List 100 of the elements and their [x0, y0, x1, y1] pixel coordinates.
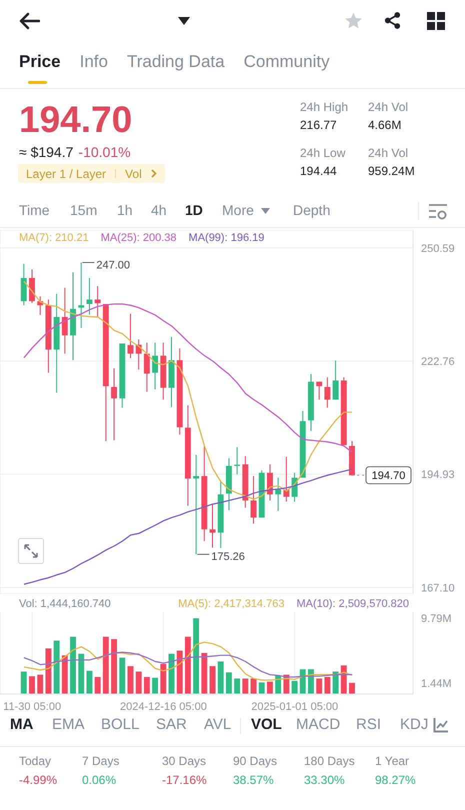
bar	[234, 678, 240, 694]
text: 30 Days	[162, 754, 206, 768]
bar	[226, 672, 232, 694]
text: ≈ $194.7	[19, 144, 74, 161]
bar	[86, 670, 92, 694]
text: 15m	[70, 202, 98, 219]
text: Community	[244, 52, 330, 72]
candlestick	[234, 446, 240, 475]
text: 180 Days	[304, 754, 355, 768]
text: AVL	[204, 716, 232, 734]
text: MA(10): 2,509,570.820	[296, 598, 409, 612]
candlestick	[94, 286, 101, 318]
text: 38.57%	[233, 773, 274, 788]
bar	[128, 666, 134, 694]
text: 216.77	[300, 118, 337, 132]
bar	[176, 650, 183, 694]
candlestick	[128, 313, 134, 359]
annotation: 175.26	[211, 551, 245, 564]
bar	[136, 672, 142, 694]
bar	[168, 654, 174, 694]
bar	[218, 662, 224, 694]
x-tick-label: 2024-12-16 05:00	[120, 700, 207, 713]
bar	[193, 618, 200, 694]
text: 1h	[117, 202, 133, 219]
text: 90 Days	[233, 754, 278, 768]
text: Price	[19, 52, 61, 72]
text: SAR	[156, 716, 187, 734]
bar	[316, 678, 322, 694]
x-tick-label: 2025-01-01 05:00	[251, 700, 338, 713]
bar	[266, 682, 273, 694]
text: 7 Days	[82, 754, 120, 768]
bar	[62, 655, 68, 694]
y-tick-label: 250.59	[421, 242, 455, 255]
text: 98.27%	[375, 773, 416, 788]
bar	[152, 678, 158, 694]
candlestick	[78, 262, 84, 329]
bar	[201, 653, 208, 694]
text: 24h Vol	[368, 146, 408, 160]
y-tick-label: 194.93	[421, 469, 455, 482]
bar	[29, 676, 35, 694]
bar	[184, 636, 191, 694]
text: VOL	[251, 716, 282, 734]
bar	[144, 676, 150, 694]
bar	[94, 676, 101, 694]
bar	[292, 680, 298, 694]
candlestick	[62, 287, 68, 354]
text: Info	[80, 52, 108, 72]
text: 33.30%	[304, 773, 345, 788]
text: MA(99): 196.19	[188, 232, 264, 246]
text: -4.99%	[19, 773, 58, 788]
text: 1D	[185, 202, 203, 219]
text: Today	[19, 754, 52, 768]
line-series	[23, 652, 353, 678]
candlestick	[144, 342, 150, 392]
bar	[210, 666, 216, 694]
text: 1 Year	[375, 754, 410, 768]
bar	[324, 676, 330, 694]
bar	[20, 672, 27, 694]
tag-pill: Layer 1 / Layer Vol	[18, 164, 165, 183]
annotation: 247.00	[96, 259, 130, 272]
candlestick	[111, 368, 117, 441]
candlestick	[316, 381, 322, 400]
bar	[45, 648, 52, 694]
text: Depth	[293, 202, 330, 219]
candlestick	[29, 268, 35, 304]
text: MA(5): 2,417,314.763	[178, 598, 284, 612]
bar	[250, 678, 256, 694]
text: MA	[10, 716, 34, 734]
y-tick-label: 167.10	[421, 582, 455, 594]
candlestick	[86, 277, 92, 316]
candlestick	[152, 342, 158, 390]
candlestick	[210, 503, 216, 548]
text: 24h Vol	[368, 100, 408, 114]
candlestick	[250, 476, 256, 524]
text: 959.24M	[368, 164, 415, 178]
text: MACD	[296, 716, 340, 734]
bar	[242, 678, 248, 694]
bar	[70, 636, 76, 694]
candlestick	[275, 477, 282, 512]
bar	[349, 682, 355, 694]
text: 4h	[151, 202, 167, 219]
text: MA(7): 210.21	[19, 232, 89, 246]
text: EMA	[52, 716, 85, 734]
text: 4.66M	[368, 118, 402, 132]
text: RSI	[356, 716, 382, 734]
text: More	[222, 202, 254, 219]
bar	[332, 672, 339, 694]
text: Vol: 1,444,160.740	[19, 598, 111, 612]
bar	[111, 639, 117, 694]
line-series	[23, 642, 353, 681]
text: -10.01%	[78, 144, 131, 161]
text: Time	[19, 202, 50, 219]
text: 194.44	[300, 164, 337, 178]
text: 24h Low	[300, 146, 346, 160]
text: BOLL	[101, 716, 140, 734]
ref-line-label: 194.70	[372, 470, 406, 482]
text: Trading Data	[126, 52, 225, 72]
text: KDJ	[400, 716, 428, 734]
text: 0.06%	[82, 773, 116, 788]
bar	[119, 658, 126, 694]
